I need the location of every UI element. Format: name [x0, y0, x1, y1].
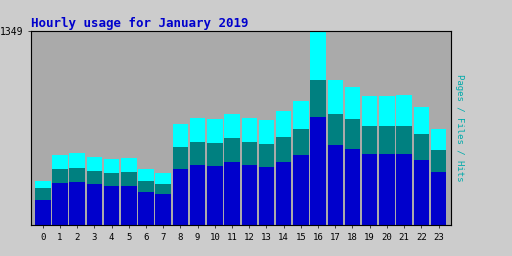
Bar	[138, 181, 154, 225]
Bar	[190, 118, 205, 225]
Bar	[104, 186, 119, 225]
Bar	[224, 113, 240, 225]
Bar	[362, 96, 377, 225]
Bar	[224, 138, 240, 225]
Bar	[224, 162, 240, 225]
Bar	[293, 101, 309, 225]
Bar	[87, 184, 102, 225]
Bar	[396, 95, 412, 225]
Bar	[276, 111, 291, 225]
Bar	[156, 194, 171, 225]
Bar	[362, 154, 377, 225]
Bar	[431, 172, 446, 225]
Bar	[138, 169, 154, 225]
Bar	[414, 107, 429, 225]
Bar	[70, 168, 85, 225]
Bar	[173, 124, 188, 225]
Bar	[52, 183, 68, 225]
Bar	[362, 126, 377, 225]
Bar	[190, 165, 205, 225]
Bar	[207, 143, 223, 225]
Bar	[173, 147, 188, 225]
Bar	[35, 200, 51, 225]
Bar	[414, 134, 429, 225]
Bar	[70, 153, 85, 225]
Bar	[121, 158, 137, 225]
Bar	[242, 142, 257, 225]
Bar	[156, 184, 171, 225]
Bar	[156, 173, 171, 225]
Bar	[379, 126, 395, 225]
Bar	[276, 137, 291, 225]
Bar	[328, 145, 343, 225]
Bar	[345, 149, 360, 225]
Bar	[259, 144, 274, 225]
Bar	[276, 162, 291, 225]
Bar	[293, 155, 309, 225]
Bar	[396, 154, 412, 225]
Bar	[431, 129, 446, 225]
Bar	[259, 167, 274, 225]
Bar	[242, 118, 257, 225]
Bar	[104, 173, 119, 225]
Bar	[104, 159, 119, 225]
Bar	[242, 165, 257, 225]
Bar	[431, 150, 446, 225]
Bar	[293, 129, 309, 225]
Y-axis label: Pages / Files / Hits: Pages / Files / Hits	[455, 74, 464, 182]
Bar	[310, 80, 326, 225]
Bar	[52, 169, 68, 225]
Bar	[87, 157, 102, 225]
Bar	[379, 96, 395, 225]
Bar	[310, 31, 326, 225]
Bar	[345, 119, 360, 225]
Bar	[345, 87, 360, 225]
Bar	[207, 166, 223, 225]
Bar	[52, 155, 68, 225]
Bar	[70, 182, 85, 225]
Bar	[190, 142, 205, 225]
Bar	[87, 171, 102, 225]
Bar	[328, 80, 343, 225]
Bar	[310, 117, 326, 225]
Bar	[396, 126, 412, 225]
Bar	[173, 169, 188, 225]
Text: Hourly usage for January 2019: Hourly usage for January 2019	[31, 17, 248, 29]
Bar	[35, 180, 51, 225]
Bar	[207, 119, 223, 225]
Bar	[35, 188, 51, 225]
Bar	[121, 186, 137, 225]
Bar	[414, 160, 429, 225]
Bar	[259, 120, 274, 225]
Bar	[121, 172, 137, 225]
Bar	[138, 192, 154, 225]
Bar	[328, 113, 343, 225]
Bar	[379, 154, 395, 225]
